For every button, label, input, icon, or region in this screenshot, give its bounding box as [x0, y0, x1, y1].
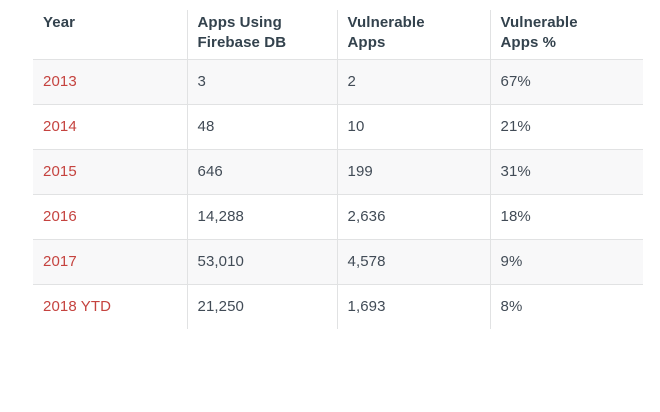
- cell-year: 2016: [43, 208, 77, 226]
- cell-vulnerable-apps: 10: [336, 104, 490, 150]
- header-row: Year Apps Using Firebase DB Vulnerable A…: [33, 10, 643, 60]
- cell-vulnerable-apps: 2: [336, 59, 490, 105]
- cell-vulnerable-apps-pct: 21%: [489, 104, 643, 150]
- table-row-2014: 2014 48 10 21%: [33, 104, 643, 150]
- firebase-vulnerability-table: Year Apps Using Firebase DB Vulnerable A…: [33, 10, 643, 330]
- cell-vulnerable-apps: 4,578: [336, 239, 490, 285]
- table-row-2013: 2013 3 2 67%: [33, 59, 643, 105]
- cell-vulnerable-apps-pct: 31%: [489, 149, 643, 195]
- cell-vulnerable-apps-pct: 67%: [489, 59, 643, 105]
- cell-year: 2013: [43, 73, 77, 91]
- table-row-2018-ytd: 2018 YTD 21,250 1,693 8%: [33, 284, 643, 330]
- table-row-2016: 2016 14,288 2,636 18%: [33, 194, 643, 240]
- cell-vulnerable-apps-pct: 8%: [489, 284, 643, 330]
- cell-vulnerable-apps: 199: [336, 149, 490, 195]
- cell-year: 2014: [43, 118, 77, 136]
- cell-vulnerable-apps-pct: 9%: [489, 239, 643, 285]
- cell-apps-using-firebase-db: 53,010: [186, 239, 337, 285]
- cell-vulnerable-apps: 1,693: [336, 284, 490, 330]
- cell-year: 2017: [43, 253, 77, 271]
- cell-apps-using-firebase-db: 21,250: [186, 284, 337, 330]
- cell-year: 2015: [43, 163, 77, 181]
- cell-apps-using-firebase-db: 646: [186, 149, 337, 195]
- cell-apps-using-firebase-db: 3: [186, 59, 337, 105]
- table-row-2017: 2017 53,010 4,578 9%: [33, 239, 643, 285]
- column-header-year: Year: [43, 14, 76, 31]
- table-body: 2013 3 2 67% 2014 48 10 21% 2015 646 199…: [33, 59, 643, 330]
- cell-vulnerable-apps-pct: 18%: [489, 194, 643, 240]
- column-header-apps-using-firebase-db: Apps Using Firebase DB: [186, 10, 337, 60]
- cell-year: 2018 YTD: [43, 298, 112, 316]
- column-header-vulnerable-apps: Vulnerable Apps: [336, 10, 490, 60]
- cell-apps-using-firebase-db: 14,288: [186, 194, 337, 240]
- cell-apps-using-firebase-db: 48: [186, 104, 337, 150]
- column-header-vulnerable-apps-pct: Vulnerable Apps %: [489, 10, 643, 60]
- cell-vulnerable-apps: 2,636: [336, 194, 490, 240]
- table-row-2015: 2015 646 199 31%: [33, 149, 643, 195]
- table-container: Year Apps Using Firebase DB Vulnerable A…: [33, 10, 643, 330]
- table-header: Year Apps Using Firebase DB Vulnerable A…: [33, 10, 643, 60]
